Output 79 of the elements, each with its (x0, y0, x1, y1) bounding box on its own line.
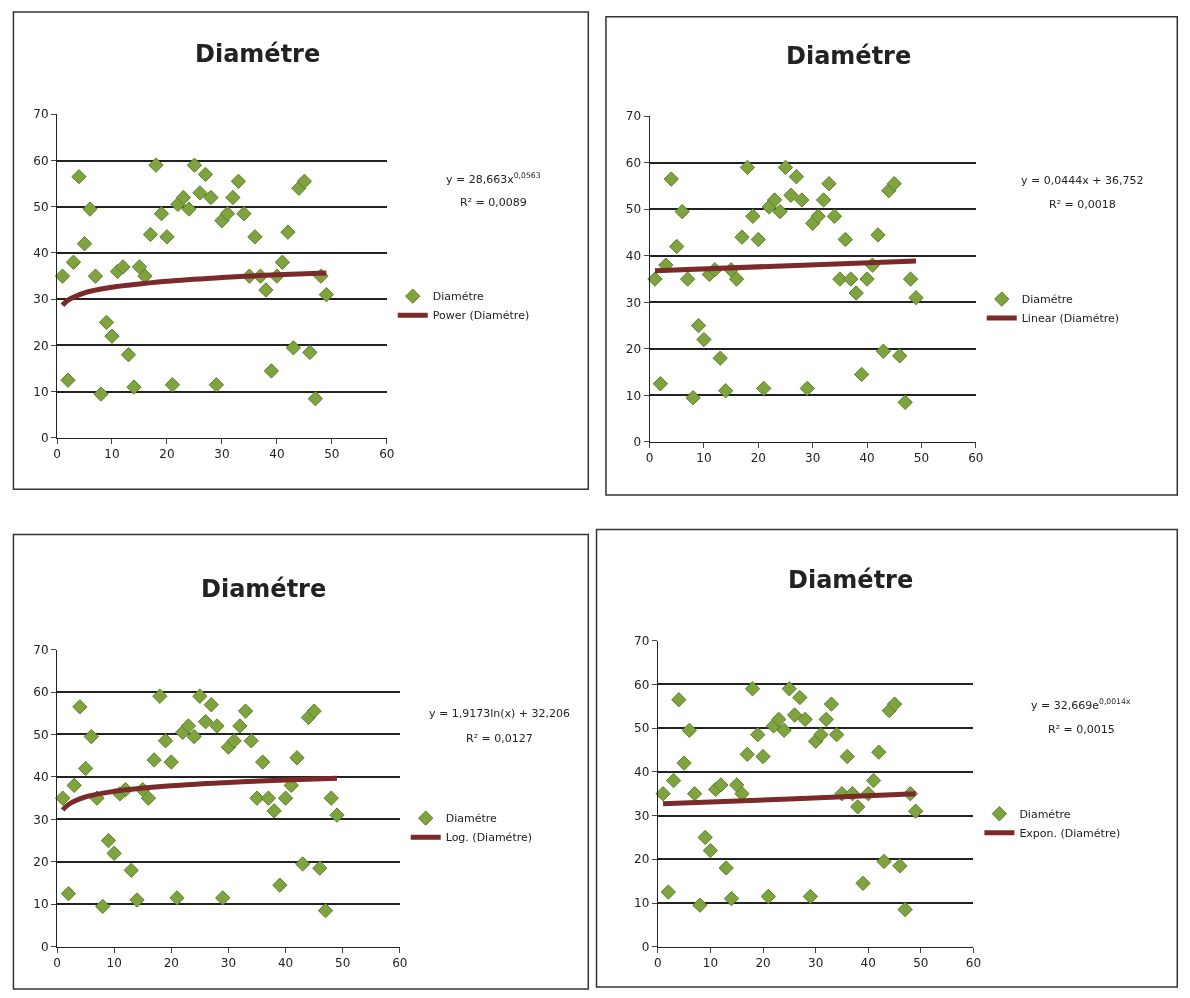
y-tick-label: 50 (625, 202, 642, 217)
y-tick-label: 50 (33, 199, 49, 214)
legend-label: Linear (Diamétre) (1021, 312, 1120, 326)
chart-title: Diamétre (201, 575, 327, 603)
text: R² = 0,0127 (466, 732, 533, 745)
x-tick-label: 50 (913, 956, 929, 971)
y-tick-label: 0 (40, 431, 49, 446)
x-tick-label: 40 (859, 451, 875, 466)
y-tick-label: 10 (634, 896, 650, 911)
y-tick-label: 0 (40, 939, 49, 954)
x-tick-label: 60 (965, 956, 982, 971)
y-tick-label: 60 (625, 155, 642, 170)
legend-label: Diamétre (1019, 808, 1071, 822)
x-tick-label: 30 (220, 956, 237, 971)
y-tick-label: 10 (625, 388, 642, 403)
text: R² = 0,0018 (1049, 198, 1116, 211)
x-tick-label: 60 (379, 447, 395, 462)
y-tick-label: 0 (641, 939, 650, 954)
y-tick-label: 50 (634, 721, 650, 736)
y-tick-label: 30 (625, 295, 642, 310)
text: y = 0,0444x + 36,752 (1021, 174, 1144, 187)
y-tick-label: 30 (634, 808, 650, 823)
y-tick-label: 50 (33, 727, 49, 742)
x-tick-label: 40 (860, 956, 876, 971)
x-tick-label: 0 (53, 956, 61, 971)
y-tick-label: 20 (33, 855, 49, 870)
y-tick-label: 70 (33, 107, 49, 122)
y-tick-label: 40 (634, 765, 650, 780)
legend-label: Power (Diamétre) (432, 309, 530, 323)
chart-title: Diamétre (195, 40, 321, 68)
y-tick-label: 10 (33, 897, 49, 912)
text: y = 28,663x$^{0,0563}$ (446, 171, 541, 186)
x-tick-label: 40 (277, 956, 294, 971)
x-tick-label: 20 (159, 447, 175, 462)
y-tick-label: 20 (634, 852, 650, 867)
legend-label: Diamétre (432, 290, 485, 304)
y-tick-label: 40 (33, 246, 49, 261)
y-tick-label: 60 (33, 685, 49, 700)
text: y = 32,669e$^{0,0014x}$ (1031, 697, 1131, 712)
x-tick-label: 10 (696, 451, 712, 466)
x-tick-label: 30 (808, 956, 824, 971)
y-tick-label: 30 (33, 812, 49, 827)
y-tick-label: 20 (33, 338, 49, 353)
x-tick-label: 10 (106, 956, 122, 971)
y-tick-label: 60 (33, 153, 49, 168)
text: R² = 0,0015 (1048, 723, 1115, 736)
y-tick-label: 40 (625, 249, 642, 264)
y-tick-label: 0 (633, 435, 642, 450)
chart-title: Diamétre (786, 42, 912, 70)
x-tick-label: 0 (653, 956, 662, 971)
legend-label: Diamétre (445, 812, 498, 826)
x-tick-label: 50 (324, 447, 340, 462)
y-tick-label: 40 (33, 770, 49, 785)
legend-label: Expon. (Diamétre) (1019, 827, 1121, 841)
text: y = 1,9173ln(x) + 32,206 (429, 707, 571, 720)
x-tick-label: 10 (104, 447, 120, 462)
y-tick-label: 60 (634, 677, 650, 692)
y-tick-label: 30 (33, 292, 49, 307)
x-tick-label: 60 (392, 956, 408, 971)
y-tick-label: 10 (33, 384, 49, 399)
x-tick-label: 20 (163, 956, 179, 971)
y-tick-label: 70 (625, 109, 642, 124)
y-tick-label: 70 (33, 642, 49, 657)
chart-title: Diamétre (788, 566, 914, 594)
x-tick-label: 40 (269, 447, 285, 462)
x-tick-label: 30 (805, 451, 821, 466)
x-tick-label: 50 (913, 451, 930, 466)
x-tick-label: 10 (702, 956, 719, 971)
x-tick-label: 50 (335, 956, 351, 971)
legend-label: Log. (Diamétre) (445, 831, 533, 845)
x-tick-label: 20 (755, 956, 771, 971)
x-tick-label: 60 (968, 451, 984, 466)
x-tick-label: 20 (750, 451, 766, 466)
x-tick-label: 0 (53, 447, 61, 462)
x-tick-label: 30 (214, 447, 230, 462)
y-tick-label: 70 (634, 633, 650, 648)
legend-label: Diamétre (1021, 293, 1074, 307)
y-tick-label: 20 (625, 342, 642, 357)
text: R² = 0,0089 (460, 196, 527, 209)
